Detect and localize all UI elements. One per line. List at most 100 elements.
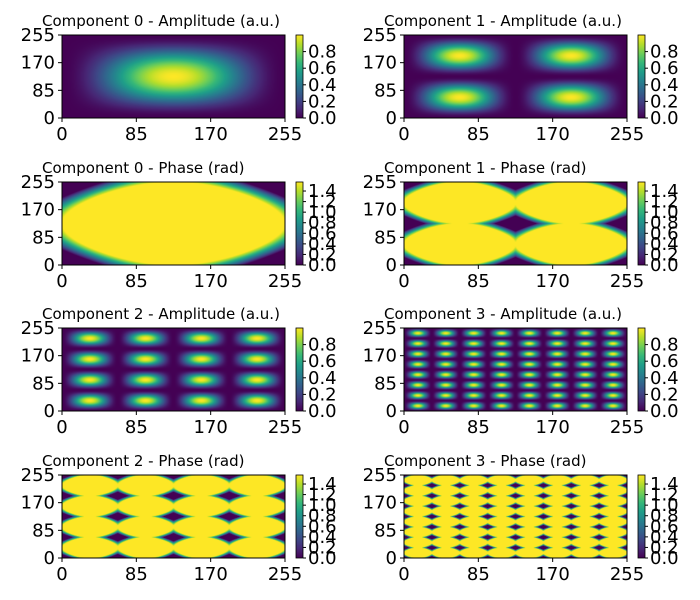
heatmap-panel: Component 0 - Amplitude (a.u.) 0 85 170 255 0… bbox=[21, 12, 337, 145]
heatmap-image bbox=[62, 182, 285, 265]
axes-frame bbox=[61, 181, 286, 266]
colorbar-tick-label: 0.0 bbox=[650, 548, 679, 569]
panel-title: Component 2 - Amplitude (a.u.) bbox=[42, 305, 280, 323]
y-tick-label: 255 bbox=[363, 465, 397, 486]
x-tick-label: 170 bbox=[535, 124, 569, 145]
colorbar-tick-label: 0.4 bbox=[650, 527, 679, 548]
x-tick-label: 0 bbox=[398, 271, 409, 292]
colorbar-tick-label: 0.2 bbox=[308, 537, 337, 558]
y-tick-label: 255 bbox=[21, 318, 55, 339]
x-tick-label: 255 bbox=[268, 271, 302, 292]
heatmap-panel: Component 2 - Phase (rad) 0 85 170 255 0 85 170… bbox=[21, 452, 337, 585]
x-tick-label: 0 bbox=[398, 124, 409, 145]
heatmap-image bbox=[404, 475, 627, 558]
y-tick-label: 85 bbox=[32, 80, 55, 101]
axes-frame bbox=[403, 474, 628, 559]
axes-frame bbox=[403, 327, 628, 412]
colorbar bbox=[296, 475, 303, 558]
x-tick-label: 255 bbox=[610, 124, 644, 145]
colorbar-tick-label: 1.2 bbox=[650, 485, 679, 506]
colorbar-tick-label: 1.4 bbox=[650, 181, 679, 202]
y-tick-label: 170 bbox=[363, 346, 397, 367]
colorbar-tick-label: 0.8 bbox=[650, 335, 679, 356]
colorbar bbox=[638, 328, 645, 411]
colorbar-tick-label: 0.6 bbox=[650, 516, 679, 537]
colorbar-tick-label: 0.4 bbox=[308, 75, 337, 96]
x-tick-label: 0 bbox=[398, 564, 409, 585]
y-tick-label: 0 bbox=[386, 548, 397, 569]
colorbar-tick-label: 0.8 bbox=[650, 506, 679, 527]
heatmap-image bbox=[404, 35, 627, 118]
colorbar-tick-label: 0.0 bbox=[650, 108, 679, 129]
colorbar-tick-label: 0.8 bbox=[650, 213, 679, 234]
x-tick-label: 0 bbox=[398, 417, 409, 438]
heatmap-image bbox=[404, 328, 627, 411]
colorbar-frame bbox=[295, 34, 304, 119]
colorbar-tick-label: 0.0 bbox=[308, 255, 337, 276]
colorbar-tick-label: 0.8 bbox=[308, 42, 337, 63]
colorbar-tick-label: 0.2 bbox=[308, 244, 337, 265]
x-tick-label: 0 bbox=[56, 564, 67, 585]
x-tick-label: 255 bbox=[610, 271, 644, 292]
colorbar-tick-label: 1.0 bbox=[650, 495, 679, 516]
colorbar-tick-label: 0.0 bbox=[650, 255, 679, 276]
panel-title: Component 0 - Phase (rad) bbox=[42, 159, 245, 177]
y-tick-label: 0 bbox=[44, 548, 55, 569]
x-tick-label: 85 bbox=[125, 417, 148, 438]
panel-title: Component 1 - Amplitude (a.u.) bbox=[384, 12, 622, 30]
y-tick-label: 255 bbox=[363, 172, 397, 193]
y-tick-label: 170 bbox=[363, 493, 397, 514]
axes-frame bbox=[61, 34, 286, 119]
panel-title: Component 3 - Amplitude (a.u.) bbox=[384, 305, 622, 323]
axes-frame bbox=[403, 34, 628, 119]
y-tick-label: 85 bbox=[374, 80, 397, 101]
axes-frame bbox=[61, 327, 286, 412]
colorbar-tick-label: 0.6 bbox=[308, 351, 337, 372]
y-tick-label: 85 bbox=[374, 227, 397, 248]
x-tick-label: 85 bbox=[125, 271, 148, 292]
x-tick-label: 85 bbox=[467, 417, 490, 438]
y-tick-label: 0 bbox=[386, 108, 397, 129]
y-tick-label: 85 bbox=[32, 373, 55, 394]
colorbar-tick-label: 0.4 bbox=[308, 368, 337, 389]
colorbar-tick-label: 0.2 bbox=[650, 384, 679, 405]
colorbar bbox=[638, 182, 645, 265]
x-tick-label: 170 bbox=[193, 564, 227, 585]
colorbar-frame bbox=[637, 181, 646, 266]
x-tick-label: 255 bbox=[268, 417, 302, 438]
colorbar bbox=[638, 475, 645, 558]
colorbar-frame bbox=[295, 181, 304, 266]
colorbar-tick-label: 0.0 bbox=[308, 401, 337, 422]
y-tick-label: 170 bbox=[21, 493, 55, 514]
x-tick-label: 170 bbox=[193, 124, 227, 145]
y-tick-label: 255 bbox=[363, 318, 397, 339]
y-tick-label: 0 bbox=[44, 255, 55, 276]
colorbar-tick-label: 1.4 bbox=[650, 474, 679, 495]
y-tick-label: 255 bbox=[21, 172, 55, 193]
colorbar-tick-label: 0.4 bbox=[650, 75, 679, 96]
heatmap-image bbox=[62, 475, 285, 558]
y-tick-label: 170 bbox=[21, 53, 55, 74]
x-tick-label: 0 bbox=[56, 417, 67, 438]
y-tick-label: 170 bbox=[21, 346, 55, 367]
colorbar-tick-label: 0.0 bbox=[650, 401, 679, 422]
colorbar-tick-label: 0.4 bbox=[650, 234, 679, 255]
x-tick-label: 255 bbox=[610, 564, 644, 585]
heatmap-panel: Component 1 - Amplitude (a.u.) 0 85 170 255 0… bbox=[363, 12, 679, 145]
x-tick-label: 0 bbox=[56, 271, 67, 292]
colorbar-tick-label: 0.0 bbox=[308, 548, 337, 569]
colorbar-tick-label: 1.2 bbox=[308, 192, 337, 213]
colorbar-tick-label: 1.0 bbox=[308, 202, 337, 223]
colorbar-tick-label: 1.0 bbox=[650, 202, 679, 223]
colorbar-tick-label: 0.6 bbox=[308, 516, 337, 537]
colorbar-tick-label: 1.2 bbox=[308, 485, 337, 506]
x-tick-label: 170 bbox=[535, 417, 569, 438]
colorbar bbox=[296, 182, 303, 265]
x-tick-label: 85 bbox=[467, 564, 490, 585]
panel-title: Component 3 - Phase (rad) bbox=[384, 452, 587, 470]
colorbar-tick-label: 0.6 bbox=[650, 351, 679, 372]
colorbar-tick-label: 0.0 bbox=[308, 108, 337, 129]
x-tick-label: 170 bbox=[535, 564, 569, 585]
colorbar-frame bbox=[295, 474, 304, 559]
